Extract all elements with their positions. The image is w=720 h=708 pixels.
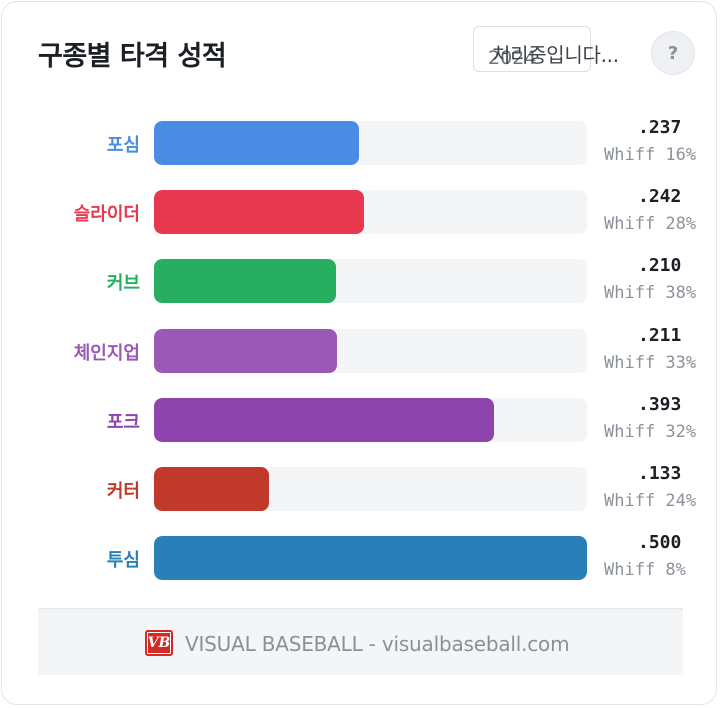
pitch-row: 포크 .393 Whiff 32%: [2, 393, 716, 446]
pitch-bar-track: [154, 467, 587, 511]
batting-average: .242: [638, 186, 682, 208]
batting-average: .211: [638, 324, 682, 346]
whiff-rate: Whiff 24%: [604, 491, 697, 511]
question-icon: ?: [667, 42, 679, 64]
help-button[interactable]: ?: [651, 31, 695, 75]
pitch-list: 포심 .237 Whiff 16% 슬라이더 .242 Whiff 28% 커브 .210 Wh…: [2, 2, 716, 602]
pitch-bar-fill: [154, 536, 587, 581]
pitch-bar-track: [154, 190, 587, 235]
whiff-rate: Whiff 16%: [604, 145, 697, 165]
batting-average: .393: [638, 393, 682, 415]
pitch-name: 포심: [106, 135, 140, 156]
pitch-row: 슬라이더 .242 Whiff 28%: [2, 186, 716, 238]
batting-average: .133: [638, 463, 682, 484]
pitch-bar-track: [154, 397, 587, 442]
pitch-name: 커터: [106, 481, 140, 502]
season-select[interactable]: 2024 처리중입니다...: [473, 26, 619, 72]
pitch-row: 체인지업 .211 Whiff 33%: [2, 324, 716, 377]
season-select-value: 2024: [488, 47, 537, 69]
pitch-bar-track: [154, 328, 587, 373]
pitch-name: 체인지업: [73, 342, 140, 364]
pitch-row: 커브 .210 Whiff 38%: [2, 255, 716, 307]
pitch-name: 커브: [106, 273, 140, 295]
visual-baseball-logo: VB: [145, 630, 173, 656]
whiff-rate: Whiff 32%: [604, 421, 697, 442]
pitch-bar-fill: [154, 397, 494, 442]
pitch-row: 커터 .133 Whiff 24%: [2, 463, 716, 515]
pitch-bar-fill: [154, 328, 337, 373]
footer: VB VISUAL BASEBALL - visualbaseball.com: [38, 608, 683, 675]
pitch-bar-track: [154, 121, 587, 165]
batting-average: .500: [638, 532, 682, 554]
whiff-rate: Whiff 8%: [604, 560, 686, 581]
pitch-bar-fill: [154, 190, 364, 235]
pitch-bar-fill: [154, 121, 359, 165]
whiff-rate: Whiff 28%: [604, 214, 697, 235]
batting-average: .210: [638, 255, 682, 277]
footer-text: VISUAL BASEBALL - visualbaseball.com: [185, 632, 570, 656]
pitch-row: 포심 .237 Whiff 16%: [2, 117, 716, 169]
whiff-rate: Whiff 33%: [604, 352, 697, 373]
pitch-bar-fill: [154, 259, 336, 304]
whiff-rate: Whiff 38%: [604, 283, 697, 304]
loading-message: 처리중입니다...: [492, 43, 619, 67]
pitch-bar-track: [154, 536, 587, 581]
pitch-bar-track: [154, 259, 587, 304]
batting-average: .237: [638, 117, 682, 138]
pitch-name: 투심: [106, 550, 140, 572]
pitch-name: 포크: [106, 411, 140, 433]
pitch-name: 슬라이더: [73, 204, 140, 226]
pitch-bar-fill: [154, 467, 269, 511]
pitch-row: 투심 .500 Whiff 8%: [2, 532, 716, 584]
card-title: 구종별 타격 성적: [38, 41, 227, 72]
